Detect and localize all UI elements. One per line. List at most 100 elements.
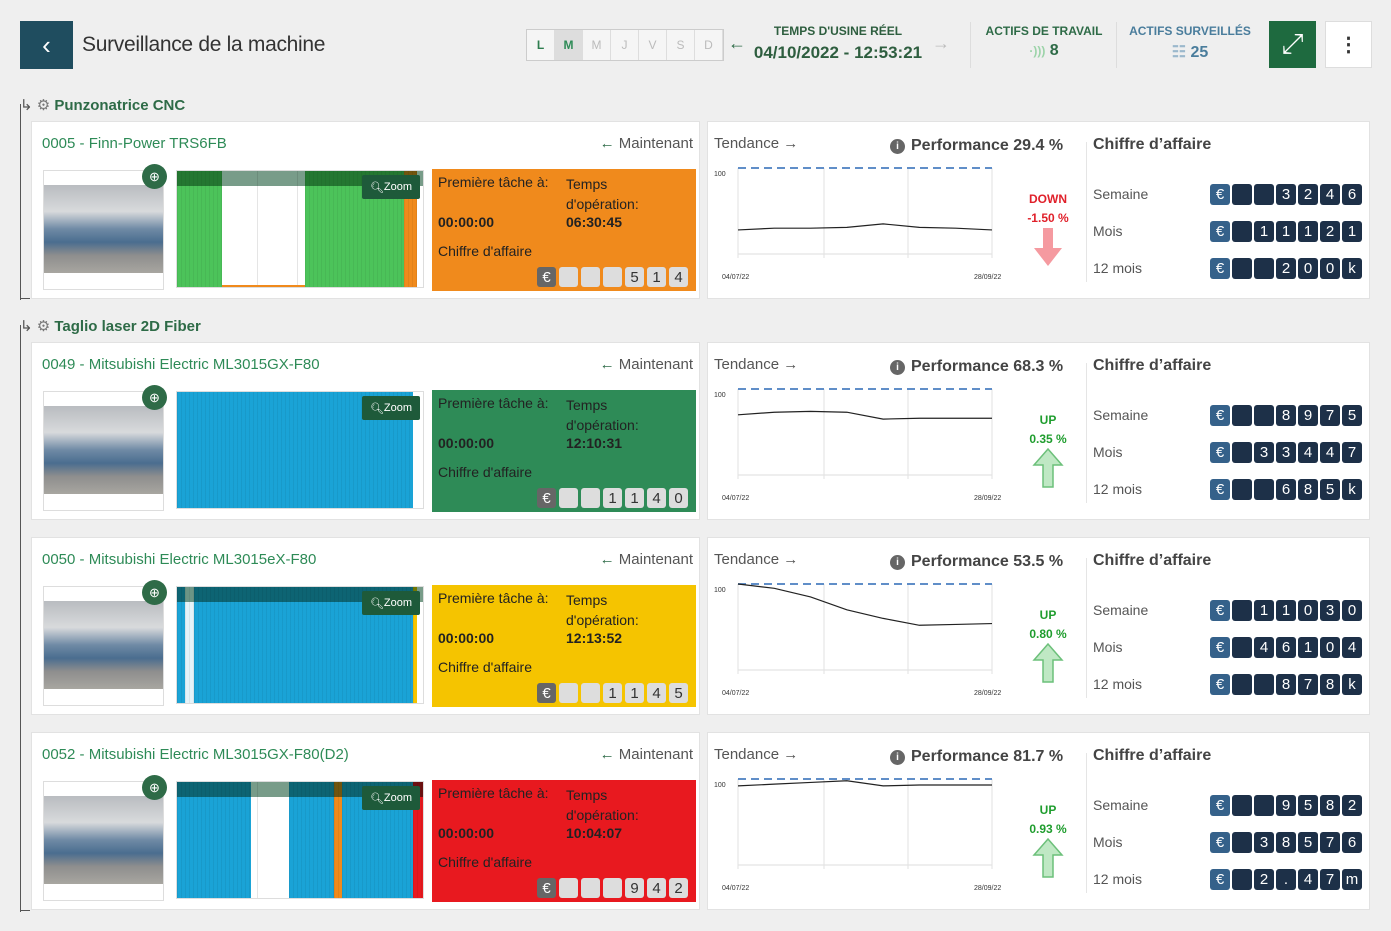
- trend-direction: UP: [1039, 803, 1057, 817]
- chart-start-date: 04/07/22: [722, 690, 749, 697]
- machine-photo: [43, 586, 164, 706]
- revenue-digit: 9: [625, 878, 644, 898]
- revenue-digit: 4: [647, 683, 666, 703]
- trend-link[interactable]: Tendance →: [714, 746, 798, 763]
- zoom-in-icon[interactable]: ⊕: [142, 580, 167, 605]
- arrow-left-icon[interactable]: ←: [728, 33, 746, 53]
- fullscreen-button[interactable]: ⤢: [1269, 21, 1316, 68]
- performance-value: 81.7 %: [1013, 748, 1064, 765]
- counter-digit: [1254, 795, 1274, 816]
- now-button[interactable]: ← Maintenant: [600, 746, 693, 763]
- counter-digit: 6: [1342, 832, 1362, 853]
- counter-digit: 3: [1320, 600, 1340, 621]
- status-panel: Première tâche à: Temps d'opération: 00:…: [432, 780, 696, 902]
- day-button-sat[interactable]: S: [667, 30, 695, 60]
- group-header[interactable]: ↳ ⚙ Punzonatrice CNC: [20, 96, 185, 114]
- euro-icon: €: [1210, 832, 1230, 853]
- trend-link[interactable]: Tendance →: [714, 135, 798, 152]
- trend-link[interactable]: Tendance →: [714, 356, 798, 373]
- revenue-digit: 2: [669, 878, 688, 898]
- day-button-sun[interactable]: D: [695, 30, 723, 60]
- trend-indicator: UP 0.93 %: [1018, 801, 1078, 839]
- now-button[interactable]: ← Maintenant: [600, 135, 693, 152]
- machine-name[interactable]: 0049 - Mitsubishi Electric ML3015GX-F80: [42, 356, 320, 373]
- revenue-row-label: Mois: [1093, 639, 1123, 655]
- op-time-value: 10:04:07: [566, 825, 623, 841]
- zoom-in-icon[interactable]: ⊕: [142, 164, 167, 189]
- performance-value: 29.4 %: [1013, 137, 1064, 154]
- counter-digit: [1232, 795, 1252, 816]
- counter-digit: 4: [1298, 442, 1318, 463]
- status-segment: [412, 782, 423, 898]
- performance-line: [737, 410, 992, 420]
- chart-max-label: 100: [714, 392, 726, 399]
- counter-digit: [1232, 869, 1252, 890]
- machine-name[interactable]: 0005 - Finn-Power TRS6FB: [42, 135, 227, 152]
- first-task-label: Première tâche à:: [438, 395, 549, 411]
- performance-line: [737, 223, 993, 231]
- counter-digit: 3: [1254, 832, 1274, 853]
- zoom-in-icon[interactable]: ⊕: [142, 775, 167, 800]
- chart-end-date: 28/09/22: [974, 274, 1001, 281]
- back-button[interactable]: ‹: [20, 21, 73, 69]
- counter-digit: [1232, 442, 1252, 463]
- counter-digit: 2: [1342, 795, 1362, 816]
- day-button-fri[interactable]: V: [639, 30, 667, 60]
- euro-icon: €: [1210, 405, 1230, 426]
- info-icon[interactable]: i: [890, 360, 905, 375]
- zoom-in-icon[interactable]: ⊕: [142, 385, 167, 410]
- arrow-up-icon: [1032, 642, 1064, 683]
- counter-digit: 8: [1298, 479, 1318, 500]
- machine-name[interactable]: 0052 - Mitsubishi Electric ML3015GX-F80(…: [42, 746, 349, 763]
- header: ‹ Surveillance de la machine L M M J V S…: [0, 0, 1391, 90]
- counter-digit: 0: [1342, 600, 1362, 621]
- counter-digit: .: [1276, 869, 1296, 890]
- chart-end-date: 28/09/22: [974, 495, 1001, 502]
- group-header[interactable]: ↳ ⚙ Taglio laser 2D Fiber: [20, 317, 201, 335]
- trend-direction: UP: [1039, 608, 1057, 622]
- counter-digit: 7: [1320, 869, 1340, 890]
- more-options-button[interactable]: ⋮: [1325, 21, 1372, 68]
- info-icon[interactable]: i: [890, 555, 905, 570]
- factory-time-label: TEMPS D'USINE RÉEL: [773, 24, 903, 38]
- revenue-counter-year: €8 7 8 k: [1210, 674, 1362, 695]
- arrow-left-icon: ←: [599, 551, 615, 568]
- zoom-button[interactable]: 🔍︎ Zoom: [362, 591, 420, 615]
- now-button[interactable]: ← Maintenant: [600, 551, 693, 568]
- group-name: Taglio laser 2D Fiber: [54, 318, 201, 335]
- revenue-label: Chiffre d'affaire: [438, 464, 532, 480]
- counter-digit: k: [1342, 674, 1362, 695]
- trend-indicator: UP 0.80 %: [1018, 606, 1078, 644]
- revenue-digit: 4: [647, 878, 666, 898]
- day-button-wed[interactable]: M: [583, 30, 611, 60]
- status-timeline: [176, 586, 424, 704]
- status-segment: [177, 587, 186, 703]
- machine-card: 0049 - Mitsubishi Electric ML3015GX-F80 …: [31, 342, 1370, 520]
- day-button-tue[interactable]: M: [555, 30, 583, 60]
- zoom-button[interactable]: 🔍︎ Zoom: [362, 786, 420, 810]
- counter-digit: 1: [1276, 221, 1296, 242]
- status-segment: [177, 782, 252, 898]
- zoom-button[interactable]: 🔍︎ Zoom: [362, 175, 420, 199]
- revenue-counter-month: €3 3 4 4 7: [1210, 442, 1362, 463]
- zoom-button[interactable]: 🔍︎ Zoom: [362, 396, 420, 420]
- euro-icon: €: [1210, 479, 1230, 500]
- revenue-digit: [581, 488, 600, 508]
- trend-link[interactable]: Tendance →: [714, 551, 798, 568]
- arrow-right-icon: →: [783, 746, 799, 763]
- euro-icon: €: [1210, 869, 1230, 890]
- counter-digit: 8: [1276, 674, 1296, 695]
- arrow-up-icon: [1032, 837, 1064, 878]
- revenue-counter-week: €3 2 4 6: [1210, 184, 1362, 205]
- info-icon[interactable]: i: [890, 750, 905, 765]
- counter-digit: 1: [1254, 221, 1274, 242]
- euro-icon: €: [1210, 674, 1230, 695]
- revenue-row-label: Mois: [1093, 444, 1123, 460]
- day-button-thu[interactable]: J: [611, 30, 639, 60]
- machine-name[interactable]: 0050 - Mitsubishi Electric ML3015eX-F80: [42, 551, 317, 568]
- day-button-mon[interactable]: L: [527, 30, 555, 60]
- revenue-digit: [603, 878, 622, 898]
- arrow-right-icon[interactable]: →: [932, 33, 950, 53]
- info-icon[interactable]: i: [890, 139, 905, 154]
- now-button[interactable]: ← Maintenant: [600, 356, 693, 373]
